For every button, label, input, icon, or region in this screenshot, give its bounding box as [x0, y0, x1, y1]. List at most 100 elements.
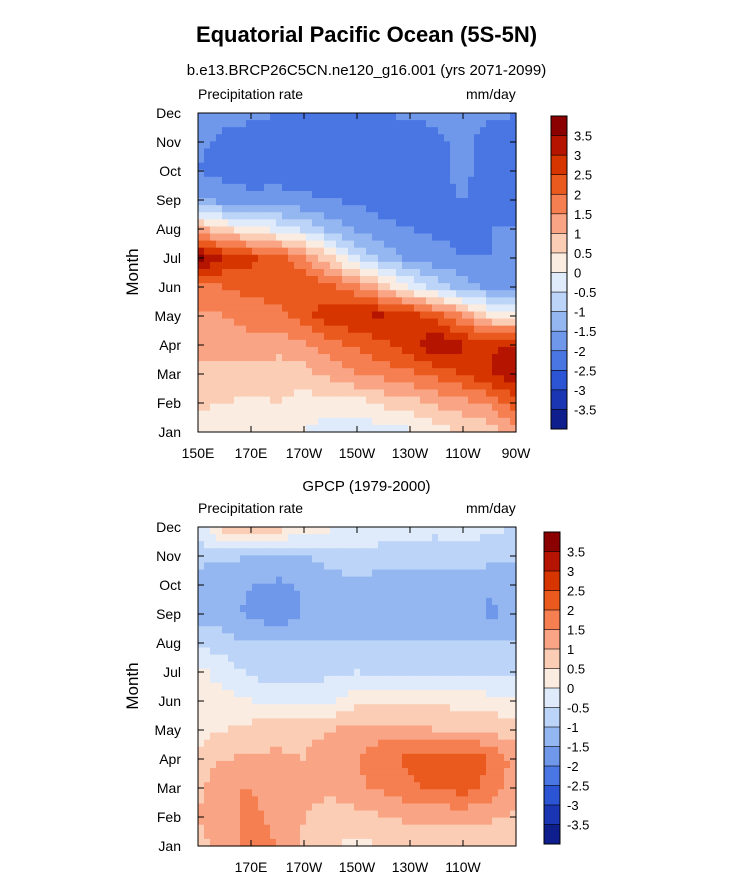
panel2-cell	[348, 619, 355, 627]
panel2-cell	[468, 838, 475, 847]
panel2-cell	[420, 583, 427, 592]
panel1-cell	[510, 304, 517, 313]
panel1-cell	[252, 417, 259, 426]
panel1-ytick-label: May	[155, 308, 181, 324]
panel1-cell	[402, 389, 409, 398]
panel2-cell	[438, 725, 445, 734]
panel1-cell	[390, 290, 397, 298]
panel1-cell	[510, 233, 517, 242]
panel1-cell	[294, 254, 301, 263]
panel2-cell	[276, 534, 283, 542]
panel2-cell	[456, 541, 463, 549]
panel1-cell	[204, 134, 211, 142]
panel2-cell	[264, 831, 271, 840]
panel1-cell	[366, 403, 373, 412]
panel1-cell	[288, 382, 295, 391]
panel1-cell	[354, 346, 361, 355]
panel2-cell	[438, 704, 445, 712]
panel1-cell	[312, 113, 319, 121]
panel1-cell	[438, 389, 445, 398]
panel2-cell	[258, 824, 265, 833]
panel2-cell	[372, 590, 379, 599]
panel2-cell	[414, 626, 421, 634]
panel1-cell	[216, 233, 223, 242]
panel2-cell	[342, 838, 349, 847]
panel2-cell	[330, 583, 337, 592]
panel2-cell	[402, 775, 409, 783]
panel2-cell	[408, 640, 415, 649]
panel2-cell	[276, 555, 283, 564]
panel1-cell	[402, 368, 409, 376]
panel2-cell	[306, 739, 313, 748]
panel2-cell	[210, 576, 217, 585]
panel1-cell	[444, 424, 451, 433]
panel1-cell	[330, 113, 337, 121]
panel2-cell	[480, 647, 487, 656]
panel1-cell	[330, 155, 337, 164]
panel2-cell	[282, 768, 289, 776]
panel2-cell	[288, 633, 295, 642]
panel2-cell	[420, 725, 427, 734]
panel1-cell	[390, 382, 397, 391]
panel2-cell	[366, 590, 373, 599]
panel2-cell	[420, 640, 427, 649]
panel1-cell	[378, 212, 385, 220]
panel2-cell	[498, 789, 505, 797]
panel1-cell	[384, 297, 391, 305]
panel1-cell	[492, 162, 499, 171]
panel2-cell	[300, 562, 307, 571]
panel1-cell	[282, 361, 289, 369]
panel1-cell	[444, 339, 451, 348]
panel1-cell	[456, 169, 463, 178]
panel2-cell	[402, 796, 409, 805]
panel1-cell	[228, 183, 235, 192]
panel2-colorbar-label: 0.5	[567, 662, 585, 677]
panel1-cell	[294, 417, 301, 426]
panel1-cell	[336, 325, 343, 334]
panel1-cell	[222, 368, 229, 376]
panel2-cell	[366, 704, 373, 712]
panel2-cell	[498, 612, 505, 620]
panel2-cell	[276, 527, 283, 535]
panel1-cell	[198, 183, 205, 192]
panel2-cell	[432, 541, 439, 549]
panel1-cell	[216, 240, 223, 249]
panel1-cell	[414, 219, 421, 228]
panel1-cell	[348, 183, 355, 192]
panel1-cell	[300, 261, 307, 270]
panel1-cell	[474, 346, 481, 355]
panel1-cell	[228, 339, 235, 348]
panel1-cell	[498, 233, 505, 242]
panel1-cell	[282, 276, 289, 284]
panel2-cell	[330, 810, 337, 819]
panel2-cell	[372, 675, 379, 684]
panel2-cell	[222, 562, 229, 571]
panel1-cell	[198, 276, 205, 284]
panel1-cell	[426, 375, 433, 383]
panel2-cell	[468, 704, 475, 712]
panel2-cell	[282, 824, 289, 833]
panel1-cell	[330, 212, 337, 220]
panel1-cell	[318, 396, 325, 405]
panel2-cell	[198, 675, 205, 684]
panel1-cell	[444, 368, 451, 376]
panel2-cell	[240, 654, 247, 663]
panel1-cell	[390, 276, 397, 284]
panel2-cell	[414, 548, 421, 556]
panel2-cell	[300, 555, 307, 564]
panel2-cell	[294, 619, 301, 627]
panel2-cell	[492, 527, 499, 535]
panel1-cell	[390, 155, 397, 164]
panel1-ylabel: Month	[123, 248, 142, 295]
panel2-cell	[396, 633, 403, 642]
panel1-cell	[318, 325, 325, 334]
panel1-cell	[372, 361, 379, 369]
panel2-cell	[396, 782, 403, 790]
panel2-cell	[510, 711, 517, 719]
panel1-cell	[348, 346, 355, 355]
panel2-cell	[342, 732, 349, 741]
panel2-cell	[222, 569, 229, 578]
panel1-cell	[480, 297, 487, 305]
panel1-cell	[312, 120, 319, 128]
panel1-cell	[384, 403, 391, 412]
